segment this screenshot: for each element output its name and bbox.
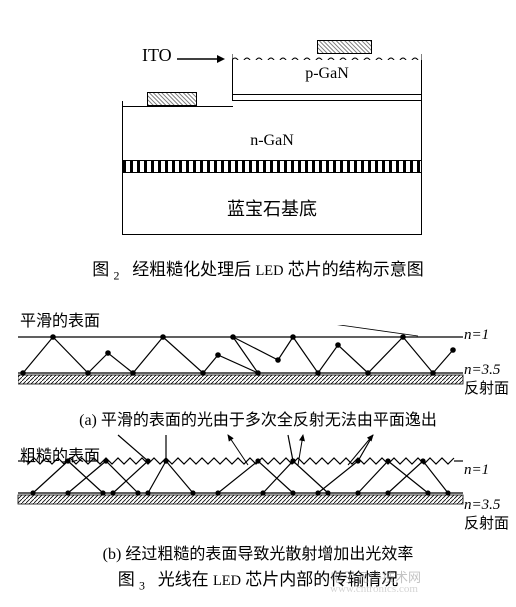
ito-label: ITO <box>142 45 172 66</box>
p-gan-label: p-GaN <box>233 65 421 83</box>
caption-prefix: 图 <box>92 260 109 279</box>
left-electrode <box>147 92 197 106</box>
refractive-index-1: n=1 <box>464 327 489 344</box>
n-gan-layer <box>122 101 422 161</box>
arrow-icon <box>177 54 227 64</box>
figure-3-caption: 图 3 光线在 LED 芯片内部的传输情况 <box>0 565 516 593</box>
reflector-label-a: 反射面 <box>464 377 509 398</box>
watermark-url: www.cntronics.com <box>330 583 418 595</box>
smooth-surface-diagram <box>18 325 468 395</box>
figure-2-caption: 图 2 经粗糙化处理后 LED 芯片的结构示意图 <box>0 255 516 283</box>
p-gan-layer: p-GaN <box>232 60 422 95</box>
top-electrode <box>317 40 372 54</box>
figure-2: ITO p-GaN n-GaN 蓝宝石基底 <box>0 10 516 320</box>
sapphire-substrate: 蓝宝石基底 <box>122 173 422 235</box>
caption-b: (b) 经过粗糙的表面导致光散射增加出光效率 <box>0 540 516 564</box>
caption-prefix-3: 图 <box>118 570 135 589</box>
n-gan-label: n-GaN <box>122 132 422 150</box>
buffer-layer <box>122 161 422 173</box>
caption-led-3: LED <box>213 573 241 589</box>
page-container: ITO p-GaN n-GaN 蓝宝石基底 <box>0 0 516 607</box>
caption-text: 经粗糙化处理后 <box>132 260 251 279</box>
n-gan-step-line <box>122 106 233 107</box>
refractive-index-1-b: n=1 <box>464 462 489 479</box>
caption-text2: 芯片的结构示意图 <box>288 260 424 279</box>
reflector-label-b: 反射面 <box>464 512 509 533</box>
caption-a: (a) 平滑的表面的光由于多次全反射无法由平面逸出 <box>0 406 516 430</box>
caption-text-3a: 光线在 <box>158 570 209 589</box>
caption-led: LED <box>255 263 283 279</box>
rough-surface-diagram <box>18 435 468 530</box>
sapphire-label: 蓝宝石基底 <box>123 195 421 221</box>
caption-number: 2 <box>113 268 119 282</box>
active-layer <box>232 95 422 101</box>
caption-number-3: 3 <box>139 578 145 592</box>
